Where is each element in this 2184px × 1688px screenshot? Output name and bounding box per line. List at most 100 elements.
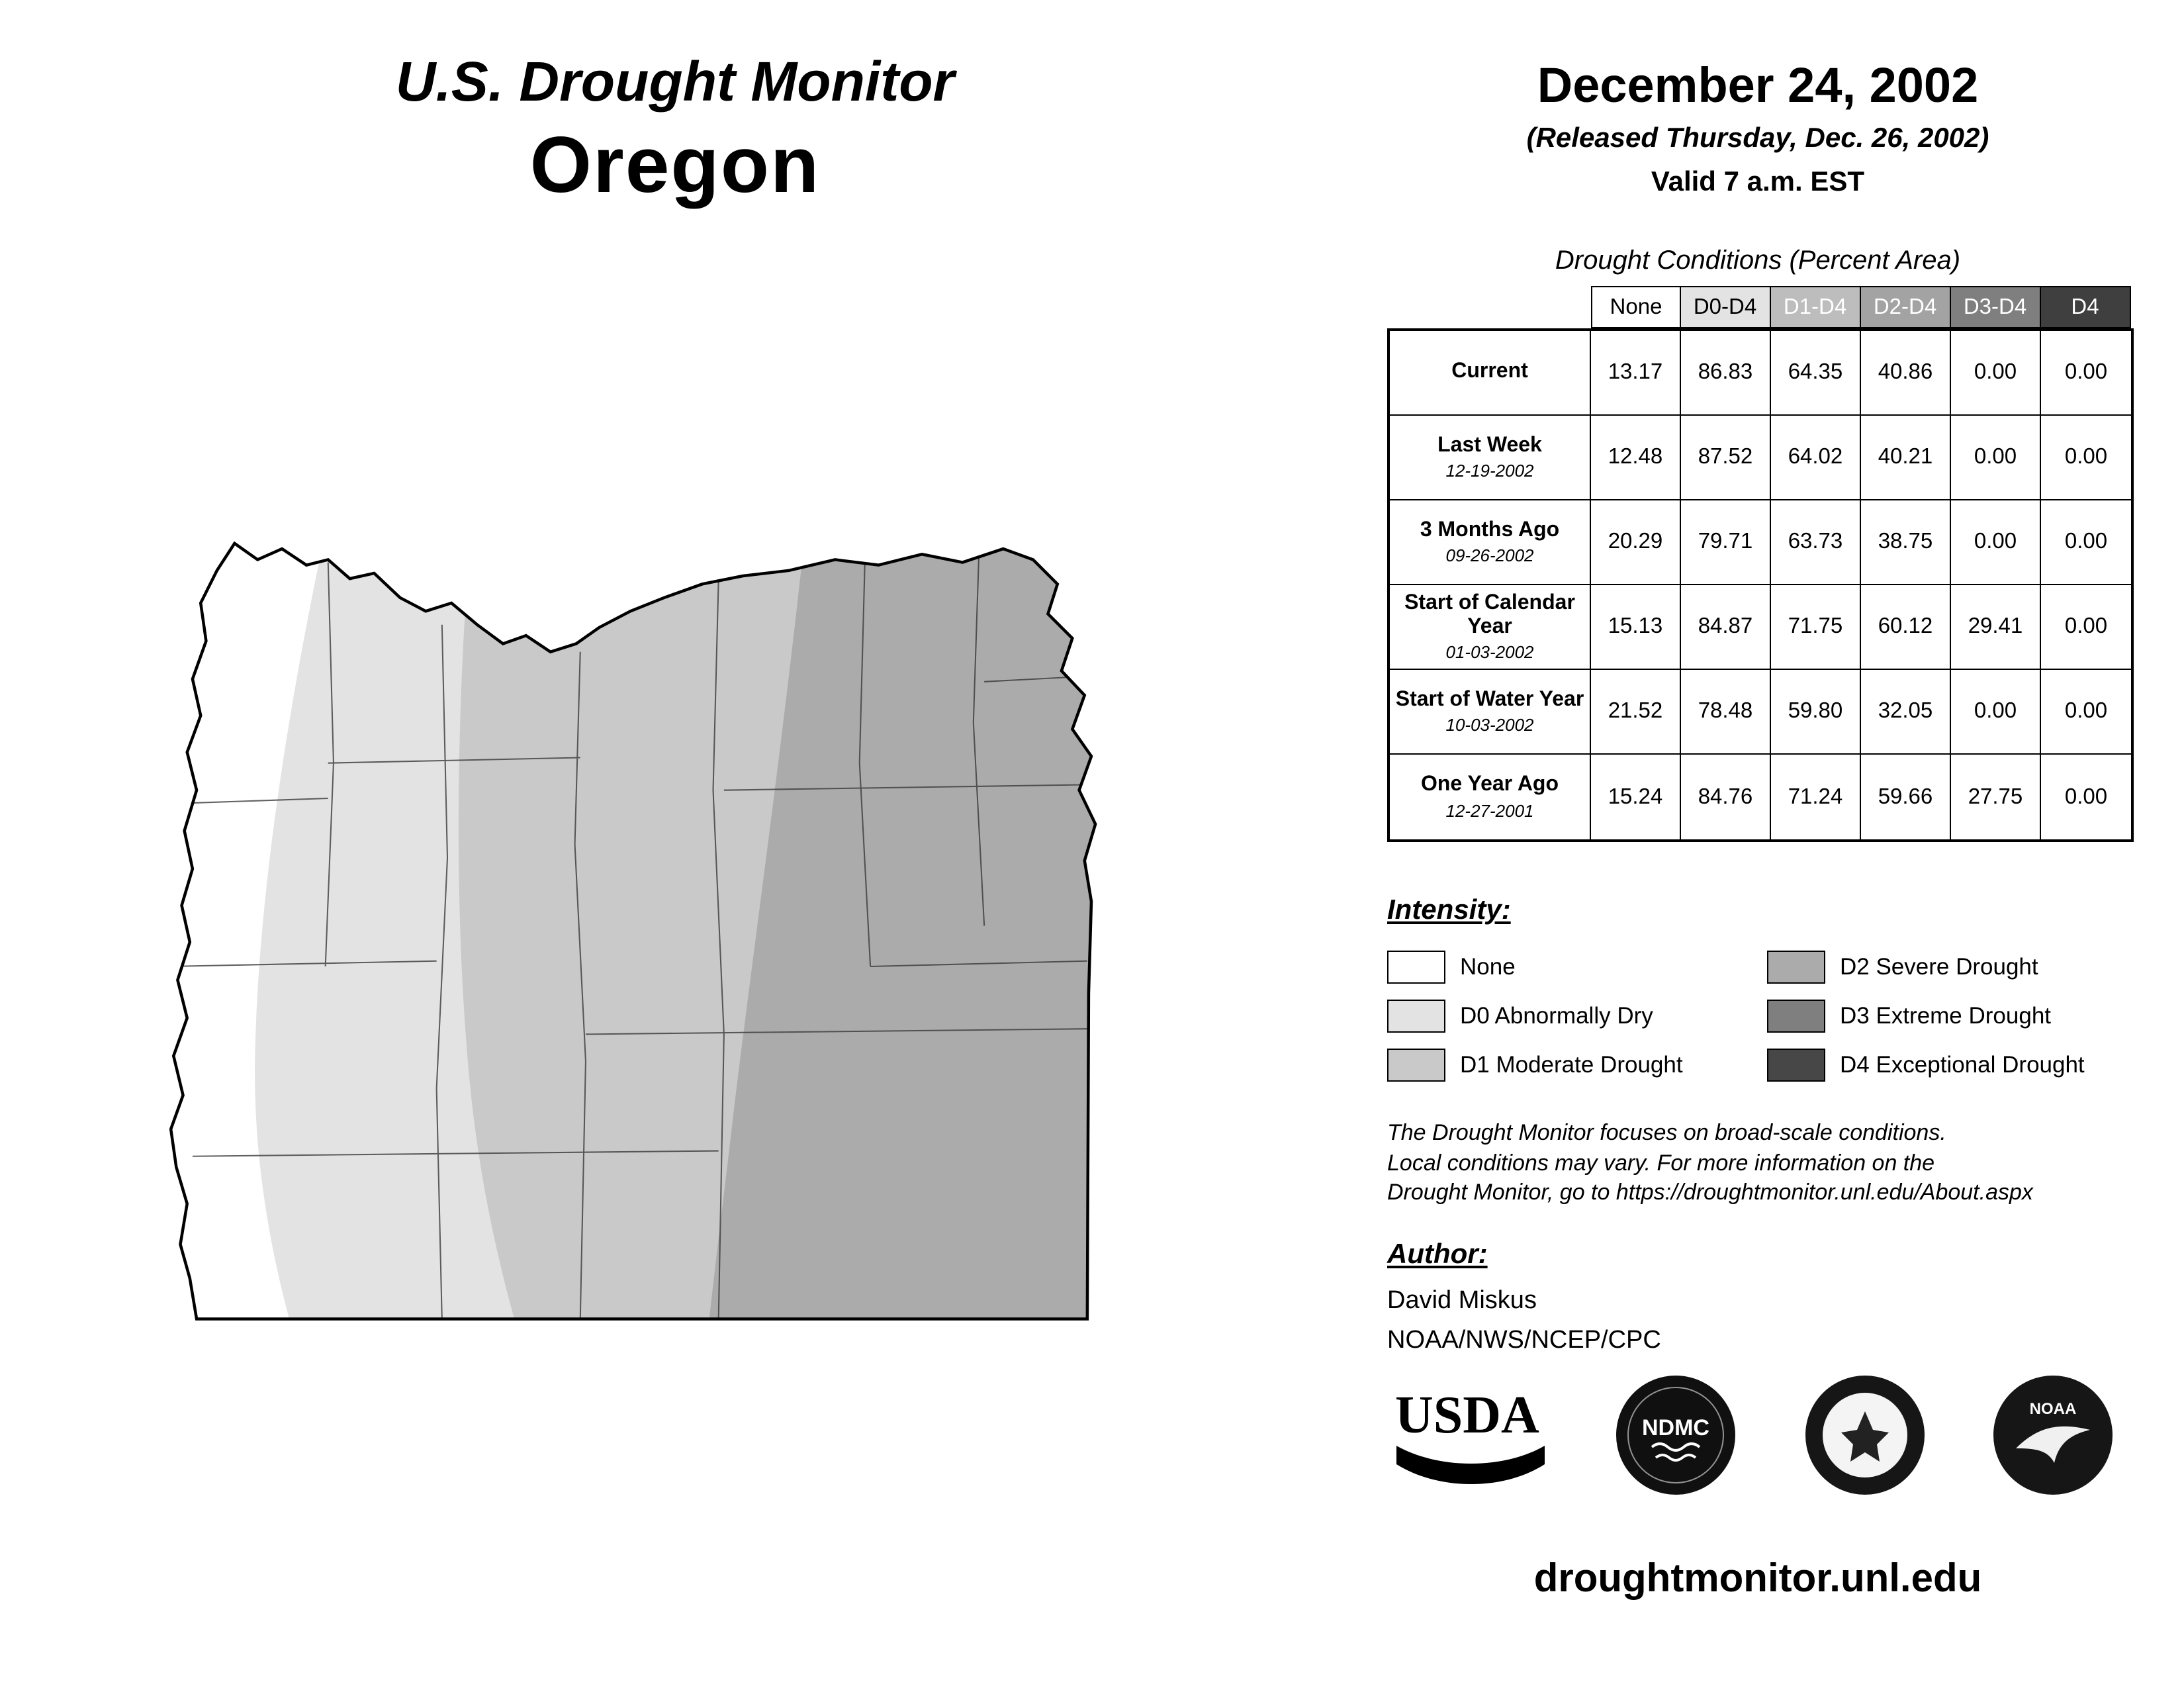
table-cell: 15.24 — [1591, 755, 1681, 839]
column-header-d3-d4: D3-D4 — [1949, 286, 2041, 328]
author-heading: Author: — [1387, 1239, 1488, 1270]
row-label: Last Week 12-19-2002 — [1390, 416, 1591, 500]
legend-label: D1 Moderate Drought — [1460, 1051, 1683, 1078]
column-header-none: None — [1591, 286, 1681, 328]
noaa-logo: NOAA — [1993, 1376, 2113, 1495]
title-block: U.S. Drought Monitor Oregon — [212, 50, 1138, 211]
valid-time: Valid 7 a.m. EST — [1651, 167, 1865, 197]
legend-swatch — [1767, 951, 1825, 984]
release-date: (Released Thursday, Dec. 26, 2002) — [1526, 123, 1989, 154]
table-cell: 32.05 — [1861, 670, 1951, 755]
column-header-d1-d4: D1-D4 — [1769, 286, 1861, 328]
table-cell: 0.00 — [1951, 416, 2041, 500]
table-cell: 0.00 — [2041, 500, 2131, 585]
table-cell: 71.75 — [1771, 585, 1861, 670]
disclaimer: The Drought Monitor focuses on broad-sca… — [1387, 1119, 2033, 1209]
table-cell: 21.52 — [1591, 670, 1681, 755]
table-cell: 40.86 — [1861, 331, 1951, 416]
table-cell: 59.80 — [1771, 670, 1861, 755]
row-label: Current — [1390, 331, 1591, 416]
table-cell: 29.41 — [1951, 585, 2041, 670]
table-cell: 0.00 — [2041, 331, 2131, 416]
table-cell: 0.00 — [2041, 585, 2131, 670]
legend-label: D3 Extreme Drought — [1840, 1002, 2052, 1029]
table-cell: 20.29 — [1591, 500, 1681, 585]
website-url: droughtmonitor.unl.edu — [1533, 1557, 1982, 1601]
table-cell: 15.13 — [1591, 585, 1681, 670]
row-label: Start of Calendar Year 01-03-2002 — [1390, 585, 1591, 670]
table-cell: 0.00 — [2064, 784, 2108, 808]
column-header-d2-d4: D2-D4 — [1859, 286, 1951, 328]
legend-item: D0 Abnormally Dry — [1387, 992, 1767, 1041]
table-row: One Year Ago 12-27-2001 15.24 84.76 71.24 59.… — [1390, 755, 2131, 839]
table-cell: 71.24 — [1771, 755, 1861, 839]
table-row: 3 Months Ago 09-26-2002 20.29 79.71 63.73 38.… — [1390, 500, 2131, 585]
logo-row: USDA NDMC NOAA — [1392, 1374, 2114, 1496]
table-cell: 13.17 — [1591, 331, 1681, 416]
table-body: Current 13.17 86.83 64.35 40.86 0.00 0.00 Last … — [1387, 328, 2134, 842]
intensity-legend: Intensity: None D0 Abnormally Dry D1 Moder… — [1387, 895, 2147, 1090]
legend-label: D2 Severe Drought — [1840, 953, 2038, 980]
table-cell: 84.87 — [1681, 585, 1771, 670]
usda-swoosh — [1396, 1446, 1545, 1484]
table-cell: 79.71 — [1681, 500, 1771, 585]
table-cell: 59.66 — [1861, 755, 1951, 839]
legend-swatch — [1767, 1000, 1825, 1033]
table-row: Start of Calendar Year 01-03-2002 15.13 84.… — [1390, 585, 2131, 670]
column-header-d0-d4: D0-D4 — [1679, 286, 1771, 328]
drought-conditions-table: None D0-D4 D1-D4 D2-D4 D3-D4 D4 Current 13.17 8… — [1387, 286, 2134, 842]
disclaimer-line: Local conditions may vary. For more info… — [1387, 1150, 1935, 1176]
usda-logo: USDA — [1395, 1386, 1545, 1484]
table-header-row: None D0-D4 D1-D4 D2-D4 D3-D4 D4 — [1390, 286, 2134, 328]
row-label: Start of Water Year 10-03-2002 — [1390, 670, 1591, 755]
table-cell: 64.02 — [1771, 416, 1861, 500]
date-block: December 24, 2002 (Released Thursday, De… — [1387, 58, 2128, 199]
table-corner-cell — [1390, 286, 1591, 328]
author-organization: NOAA/NWS/NCEP/CPC — [1387, 1327, 1661, 1354]
legend-item: None — [1387, 943, 1767, 992]
ndmc-logo: NDMC — [1616, 1376, 1736, 1495]
table-cell: 0.00 — [1951, 500, 2041, 585]
table-row: Start of Water Year 10-03-2002 21.52 78.48 5… — [1390, 670, 2131, 755]
commerce-seal — [1805, 1376, 1925, 1495]
ndmc-waves2 — [1655, 1454, 1697, 1462]
table-row: Last Week 12-19-2002 12.48 87.52 64.02 40.21 0… — [1390, 416, 2131, 500]
legend-label: None — [1460, 953, 1516, 980]
ndmc-logo-text: NDMC — [1643, 1415, 1710, 1440]
table-cell: 0.00 — [1951, 670, 2041, 755]
legend-swatch — [1387, 1000, 1445, 1033]
legend-swatch — [1387, 1049, 1445, 1082]
legend-item: D3 Extreme Drought — [1767, 992, 2147, 1041]
state-name: Oregon — [529, 120, 821, 209]
table-row: Current 13.17 86.83 64.35 40.86 0.00 0.00 — [1390, 331, 2131, 416]
legend-swatch — [1387, 951, 1445, 984]
table-cell: 87.52 — [1681, 416, 1771, 500]
legend-label: D0 Abnormally Dry — [1460, 1002, 1653, 1029]
table-cell: 38.75 — [1861, 500, 1951, 585]
author-name: David Miskus — [1387, 1287, 1537, 1315]
table-cell: 64.35 — [1771, 331, 1861, 416]
author-block: Author: David Miskus NOAA/NWS/NCEP/CPC — [1387, 1239, 1661, 1356]
table-cell: 0.00 — [1951, 331, 2041, 416]
disclaimer-line: Drought Monitor, go to https://droughtmo… — [1387, 1180, 2033, 1205]
legend-item: D4 Exceptional Drought — [1767, 1041, 2147, 1090]
table-cell: 63.73 — [1771, 500, 1861, 585]
report-title: U.S. Drought Monitor — [395, 50, 955, 113]
row-label: 3 Months Ago 09-26-2002 — [1390, 500, 1591, 585]
noaa-logo-text: NOAA — [2030, 1400, 2077, 1418]
oregon-drought-map — [122, 519, 1220, 1366]
table-title: Drought Conditions (Percent Area) — [1555, 246, 1961, 275]
oregon-map-svg — [169, 541, 1097, 1321]
table-cell: 0.00 — [2041, 670, 2131, 755]
legend-label: D4 Exceptional Drought — [1840, 1051, 2085, 1078]
table-cell: 84.76 — [1681, 755, 1771, 839]
column-header-d4: D4 — [2039, 286, 2131, 328]
commerce-emblem — [1841, 1411, 1889, 1462]
legend-item: D1 Moderate Drought — [1387, 1041, 1767, 1090]
row-label: One Year Ago 12-27-2001 — [1390, 755, 1591, 839]
table-cell: 86.83 — [1681, 331, 1771, 416]
table-cell: 0.00 — [2041, 416, 2131, 500]
legend-item: D2 Severe Drought — [1767, 943, 2147, 992]
legend-swatch — [1767, 1049, 1825, 1082]
table-cell: 78.48 — [1681, 670, 1771, 755]
